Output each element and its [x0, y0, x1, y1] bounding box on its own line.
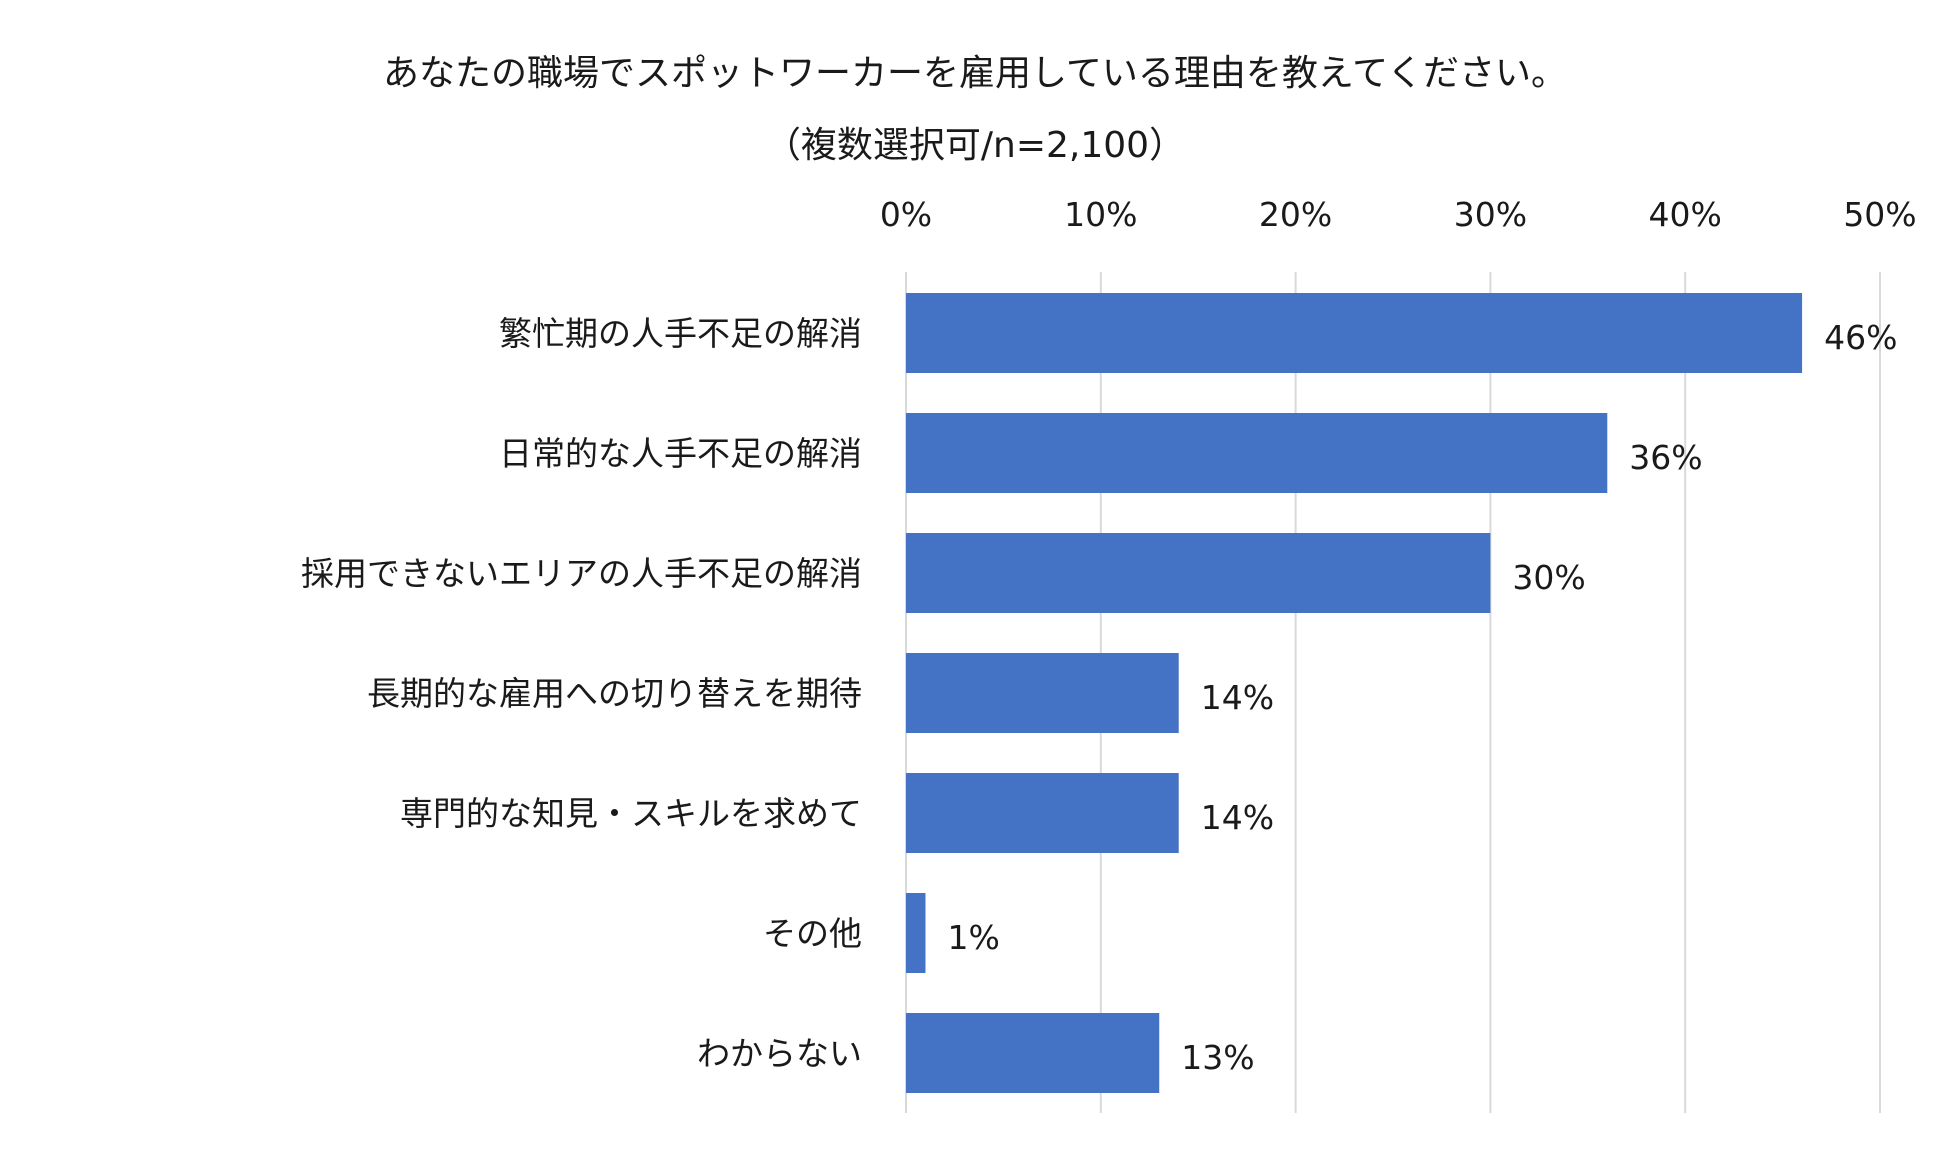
bar — [906, 893, 926, 973]
data-label: 14% — [1201, 798, 1274, 837]
x-tick-label: 40% — [1649, 195, 1722, 234]
data-label: 46% — [1824, 318, 1897, 357]
bar — [906, 773, 1179, 853]
category-label: わからない — [697, 1034, 862, 1073]
bars — [906, 293, 1803, 1093]
category-label: 採用できないエリアの人手不足の解消 — [301, 554, 862, 593]
category-label: その他 — [763, 914, 862, 953]
bar — [906, 653, 1179, 733]
category-label: 日常的な人手不足の解消 — [499, 434, 862, 473]
x-tick-label: 0% — [880, 195, 932, 234]
category-label: 繁忙期の人手不足の解消 — [499, 314, 862, 353]
data-label: 36% — [1629, 438, 1702, 477]
category-label: 長期的な雇用への切り替えを期待 — [367, 674, 862, 713]
data-label: 13% — [1181, 1038, 1254, 1077]
x-tick-label: 30% — [1454, 195, 1527, 234]
x-tick-label: 20% — [1259, 195, 1332, 234]
bar — [906, 533, 1491, 613]
data-label: 14% — [1201, 678, 1274, 717]
bar — [906, 1013, 1160, 1093]
chart-subtitle: （複数選択可/n=2,100） — [764, 125, 1186, 166]
category-label: 専門的な知見・スキルを求めて — [400, 794, 862, 833]
x-tick-label: 10% — [1064, 195, 1137, 234]
bar — [906, 293, 1803, 373]
data-label: 1% — [947, 918, 999, 957]
chart-title: あなたの職場でスポットワーカーを雇用している理由を教えてください。 — [382, 53, 1568, 94]
data-label: 30% — [1512, 558, 1585, 597]
x-tick-label: 50% — [1843, 195, 1916, 234]
category-labels: 繁忙期の人手不足の解消日常的な人手不足の解消採用できないエリアの人手不足の解消長… — [301, 314, 862, 1073]
bar — [906, 413, 1608, 493]
x-axis-ticks: 0% 10% 20% 30% 40% 50% — [880, 195, 1917, 234]
value-labels: 46% 36% 30% 14% 14% 1% 13% — [947, 318, 1897, 1077]
